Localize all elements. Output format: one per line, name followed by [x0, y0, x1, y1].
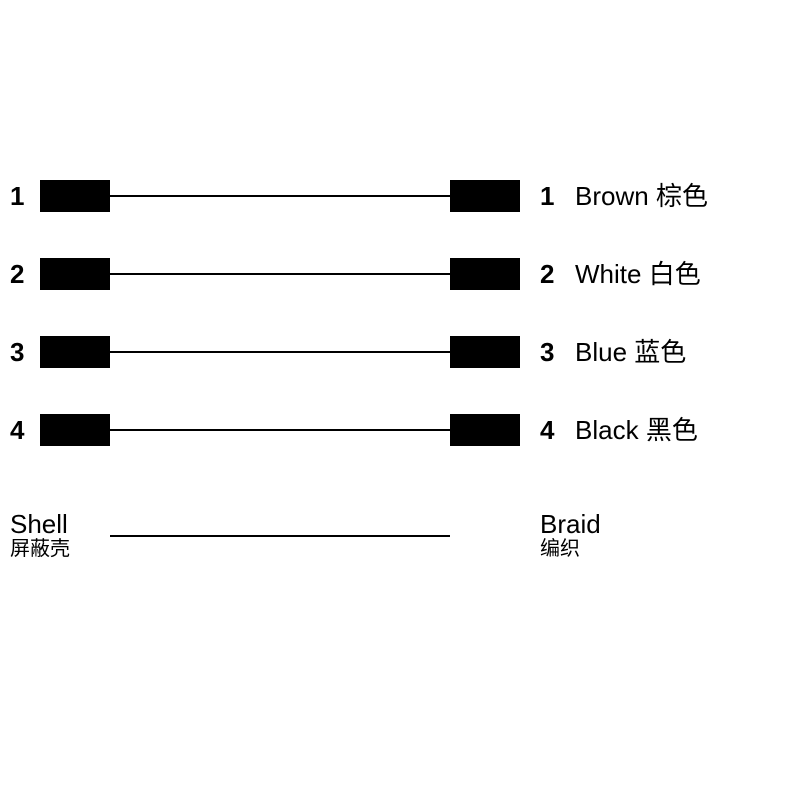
shield-right-label-cn: 编织: [540, 538, 580, 560]
pin-row-4: 4 4 Black 黑色: [0, 414, 800, 454]
pin-color-cn: 棕色: [656, 181, 708, 211]
shield-wire: [110, 535, 450, 537]
pin-right-terminal: [450, 414, 520, 446]
pin-color-label: White 白色: [575, 258, 701, 290]
pin-color-en: Black: [575, 415, 639, 445]
pin-right-terminal: [450, 336, 520, 368]
shield-left-label-en: Shell: [10, 510, 68, 538]
pin-left-terminal: [40, 414, 110, 446]
shield-left-label-cn: 屏蔽壳: [10, 538, 70, 560]
pin-color-cn: 白色: [649, 259, 701, 289]
pin-right-terminal: [450, 258, 520, 290]
pin-row-1: 1 1 Brown 棕色: [0, 180, 800, 220]
pin-right-number: 1: [540, 180, 554, 212]
pin-left-number: 3: [10, 336, 24, 368]
pin-color-en: Brown: [575, 181, 649, 211]
wiring-diagram: 1 1 Brown 棕色 2 2 White 白色 3 3 Blue 蓝色 4: [0, 0, 800, 800]
pin-color-cn: 黑色: [646, 415, 698, 445]
pin-left-terminal: [40, 258, 110, 290]
pin-color-label: Blue 蓝色: [575, 336, 686, 368]
pin-color-label: Black 黑色: [575, 414, 698, 446]
pin-left-number: 1: [10, 180, 24, 212]
pin-wire: [110, 273, 450, 275]
pin-wire: [110, 195, 450, 197]
pin-row-3: 3 3 Blue 蓝色: [0, 336, 800, 376]
pin-row-2: 2 2 White 白色: [0, 258, 800, 298]
pin-left-terminal: [40, 180, 110, 212]
pin-wire: [110, 429, 450, 431]
pin-color-label: Brown 棕色: [575, 180, 708, 212]
pin-color-cn: 蓝色: [634, 337, 686, 367]
pin-left-number: 4: [10, 414, 24, 446]
pin-right-terminal: [450, 180, 520, 212]
pin-color-en: Blue: [575, 337, 627, 367]
pin-right-number: 3: [540, 336, 554, 368]
pin-color-en: White: [575, 259, 641, 289]
pin-left-terminal: [40, 336, 110, 368]
pin-wire: [110, 351, 450, 353]
pin-right-number: 4: [540, 414, 554, 446]
pin-right-number: 2: [540, 258, 554, 290]
pin-left-number: 2: [10, 258, 24, 290]
shield-right-label-en: Braid: [540, 510, 601, 538]
